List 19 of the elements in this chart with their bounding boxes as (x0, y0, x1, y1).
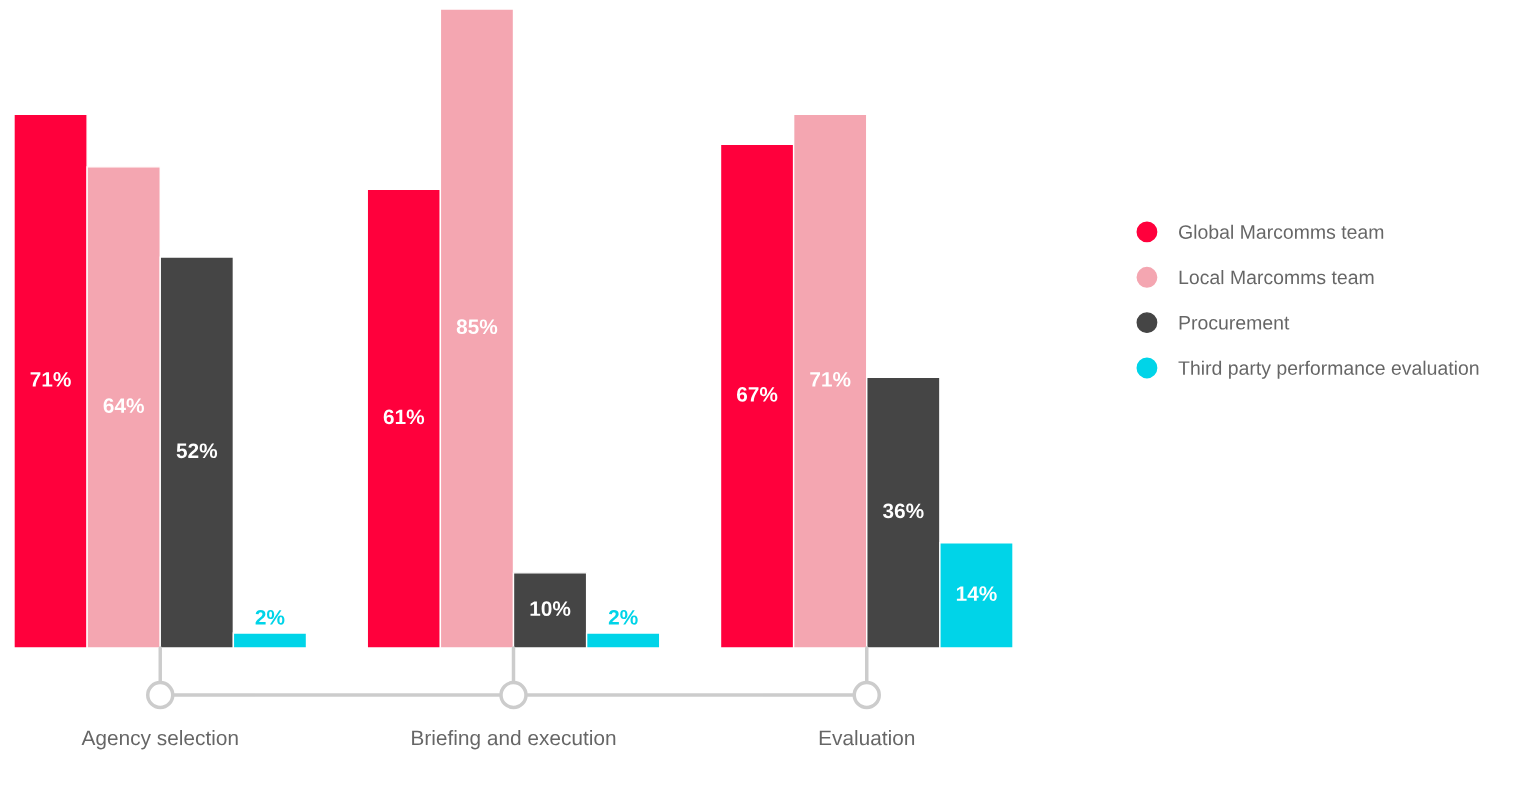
data-label: 10% (530, 601, 571, 616)
data-label: 67% (736, 387, 778, 402)
data-label: 14% (956, 586, 997, 601)
x-tick-label: Agency selection (81, 730, 238, 750)
legend-label: Local Marcomms team (1179, 269, 1374, 285)
data-label: 36% (882, 503, 924, 519)
data-label: 2% (255, 609, 285, 625)
data-label: 85% (456, 319, 498, 335)
legend-label: Global Marcomms team (1179, 224, 1384, 239)
data-label: 61% (383, 409, 425, 425)
data-label: 2% (608, 609, 638, 625)
x-tick-label: Briefing and execution (412, 730, 616, 750)
data-label: 71% (30, 372, 71, 387)
data-label: 71% (810, 372, 851, 387)
legend-label: Procurement (1179, 316, 1290, 330)
legend-label: Third party performance evaluation (1178, 360, 1479, 379)
data-label: 64% (103, 398, 144, 414)
data-label: 52% (176, 443, 218, 459)
x-tick-label: Evaluation (819, 730, 915, 746)
